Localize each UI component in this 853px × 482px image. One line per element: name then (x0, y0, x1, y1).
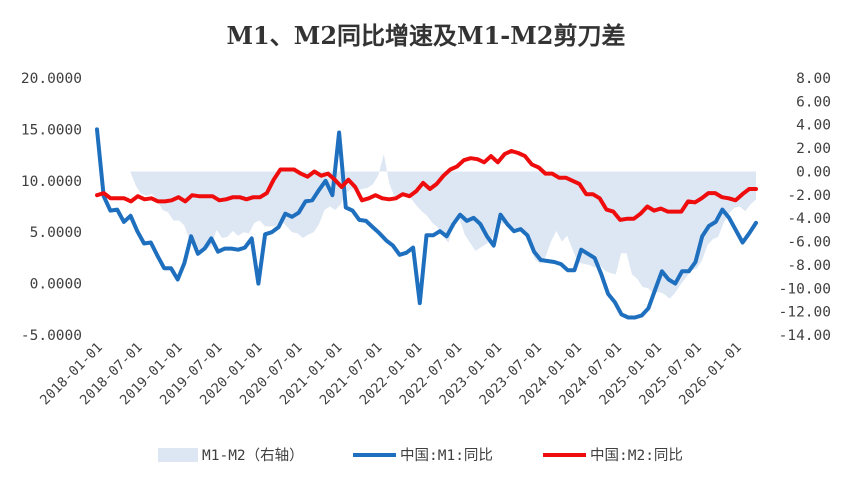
legend-label-area: M1-M2（右轴） (202, 447, 304, 464)
series-area-m1-m2 (130, 153, 757, 299)
right-tick-label: -10.00 (779, 281, 831, 297)
x-axis: 2018-01-012018-07-012019-01-012019-07-01… (37, 340, 745, 409)
plot-area (95, 127, 758, 320)
right-tick-label: 6.00 (796, 94, 831, 110)
series-line-m2 (95, 149, 758, 222)
right-tick-label: -4.00 (787, 211, 831, 227)
right-tick-label: -2.00 (787, 188, 831, 204)
right-tick-label: 2.00 (796, 141, 831, 157)
right-tick-label: -6.00 (787, 235, 831, 251)
legend-swatch-area (158, 448, 198, 462)
right-axis: -14.00 -12.00 -10.00 -8.00 -6.00 -4.00 -2.00 0.… (779, 71, 831, 344)
right-tick-label: 4.00 (796, 118, 831, 134)
left-tick-label: -5.0000 (21, 328, 82, 344)
legend-label-m2: 中国:M2:同比 (590, 447, 683, 464)
legend-label-m1: 中国:M1:同比 (400, 447, 493, 464)
left-tick-label: 0.0000 (30, 277, 82, 293)
legend: M1-M2（右轴） 中国:M1:同比 中国:M2:同比 (158, 447, 683, 464)
right-tick-label: 8.00 (796, 71, 831, 87)
right-tick-label: 0.00 (796, 165, 831, 181)
right-tick-label: -12.00 (779, 305, 831, 321)
chart-title: M1、M2同比增速及M1-M2剪刀差 (226, 21, 625, 50)
right-tick-label: -14.00 (779, 328, 831, 344)
left-tick-label: 10.0000 (21, 174, 82, 190)
left-tick-label: 20.0000 (21, 71, 82, 87)
left-axis: -5.0000 0.0000 5.0000 10.0000 15.0000 20.0000 (21, 71, 82, 344)
right-tick-label: -8.00 (787, 258, 831, 274)
series-line-m1 (95, 127, 758, 320)
left-tick-label: 5.0000 (30, 225, 82, 241)
left-tick-label: 15.0000 (21, 122, 82, 138)
